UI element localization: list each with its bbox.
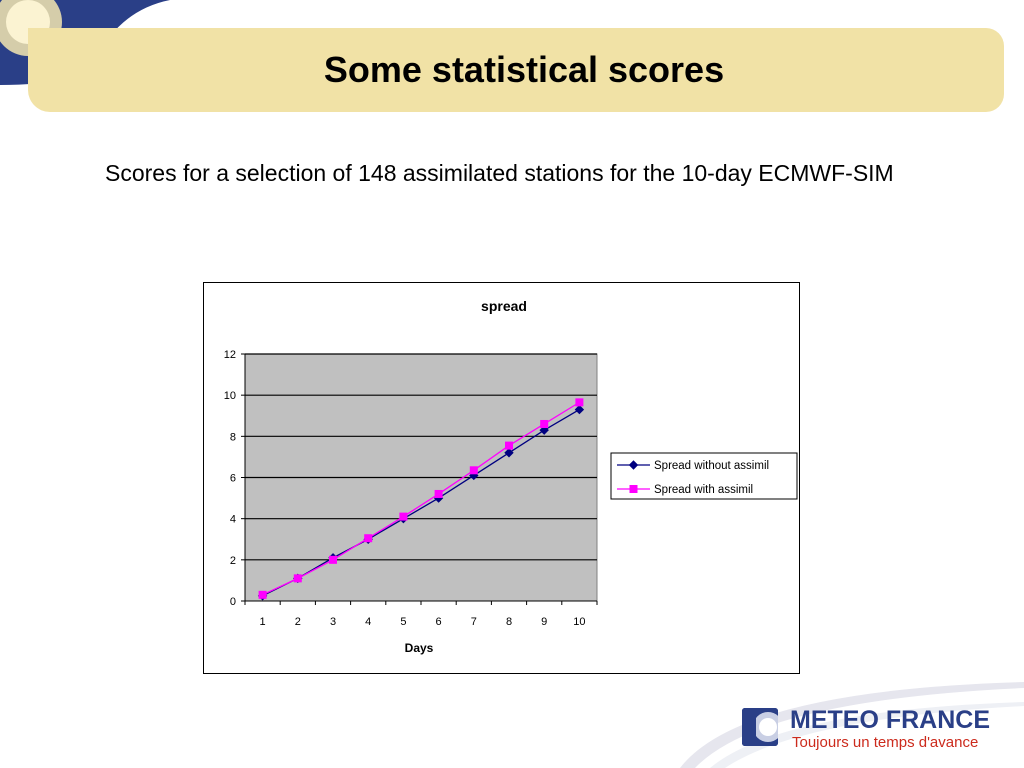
legend: Spread without assimil Spread with assimi… [610,452,798,500]
series-with-assimil [258,398,584,599]
y-tick-label: 12 [224,349,236,361]
x-tick-label: 3 [330,616,336,628]
data-point [258,590,267,599]
y-tick-label: 4 [230,514,236,526]
data-point [539,425,549,435]
y-tick-label: 8 [230,431,236,443]
legend-box [610,452,798,500]
legend-label: Spread without assimil [654,460,769,472]
meteo-france-logo: METEO FRANCE Toujours un temps d'avance [742,706,1012,756]
title-band [28,28,1004,112]
data-point [469,466,478,475]
x-axis-label: Days [405,641,434,655]
data-point [364,534,373,543]
y-tick-label: 2 [230,555,236,567]
x-tick-label: 10 [573,616,585,628]
data-point [540,419,549,428]
data-point [399,512,408,521]
x-tick-label: 4 [365,616,371,628]
data-point [505,441,513,450]
legend-label: Spread with assimil [654,484,753,496]
legend-entry: Spread with assimil [617,484,753,496]
chart-frame: spread 0 2 4 6 8 10 12 1 2 3 4 5 6 7 8 9 10 Days Spread … [203,282,800,674]
series-without-assimil [257,404,585,601]
grid-lines [245,353,597,561]
data-point [574,404,585,415]
data-point [329,555,337,564]
logo-tagline: Toujours un temps d'avance [792,734,979,751]
y-tick-label: 6 [230,473,236,485]
data-point [575,398,584,407]
chart-title: spread [481,298,527,314]
logo-mark-icon [742,708,778,746]
x-tick-label: 8 [506,616,512,628]
x-tick-label: 2 [295,616,301,628]
data-point [504,448,514,458]
y-tick-label: 0 [230,596,236,608]
x-tick-label: 7 [471,616,477,628]
data-point [293,574,302,583]
series-layer [257,398,585,601]
slide-title: Some statistical scores [323,49,725,90]
x-tick-label: 6 [436,616,442,628]
x-tick-label: 9 [541,616,547,628]
series-line [262,409,580,597]
legend-entry: Spread without assimil [617,460,769,472]
y-tick-label: 10 [224,390,236,402]
slide-subtitle: Scores for a selection of 148 assimilate… [105,160,894,186]
legend-marker [628,460,639,470]
x-tick-label: 5 [400,616,406,628]
legend-marker [629,485,638,493]
logo-name: METEO FRANCE [790,706,990,734]
x-tick-label: 1 [260,616,266,628]
data-point [434,489,443,498]
series-line [262,401,580,596]
